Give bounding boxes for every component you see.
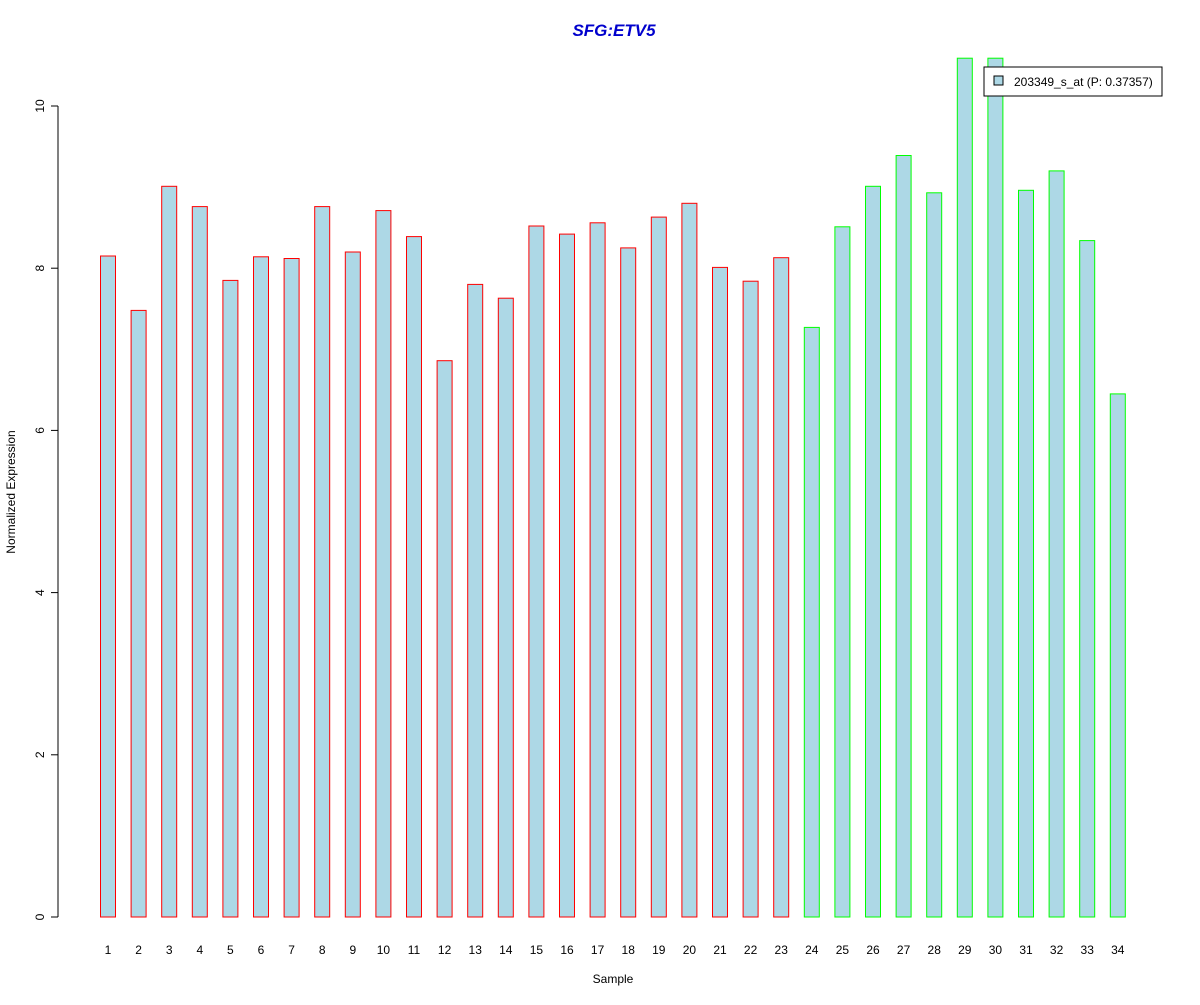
bar-sample-23 (773, 257, 790, 918)
x-tick-label: 2 (135, 943, 142, 957)
bar-sample-24 (803, 326, 820, 918)
bar-sample-18 (620, 247, 637, 918)
x-tick-label: 29 (958, 943, 972, 957)
x-tick-label: 9 (349, 943, 356, 957)
bar-sample-30 (987, 57, 1004, 918)
bar-sample-32 (1048, 170, 1065, 918)
bar-sample-6 (253, 256, 269, 918)
chart-title: SFG:ETV5 (572, 21, 656, 40)
bar-sample-9 (344, 251, 361, 918)
y-axis-title: Normalized Expression (4, 430, 18, 553)
x-tick-label: 5 (227, 943, 234, 957)
bar-sample-11 (406, 236, 422, 918)
x-tick-label: 16 (560, 943, 574, 957)
legend: 203349_s_at (P: 0.37357) (983, 66, 1163, 97)
y-tick-label: 6 (33, 427, 47, 434)
x-tick-label: 17 (591, 943, 605, 957)
bar-sample-12 (436, 360, 453, 918)
x-tick-label: 25 (836, 943, 850, 957)
bar-sample-29 (956, 57, 973, 918)
bar-sample-20 (681, 202, 698, 918)
bar-sample-2 (130, 309, 147, 918)
x-tick-label: 20 (683, 943, 697, 957)
x-tick-label: 23 (775, 943, 789, 957)
bar-sample-5 (222, 279, 239, 918)
x-tick-label: 30 (989, 943, 1003, 957)
bar-sample-34 (1109, 393, 1126, 918)
x-tick-label: 32 (1050, 943, 1064, 957)
x-tick-label: 7 (288, 943, 295, 957)
legend-label: 203349_s_at (P: 0.37357) (1014, 75, 1153, 89)
bar-sample-21 (712, 266, 728, 918)
y-tick-label: 4 (33, 589, 47, 596)
bar-sample-26 (865, 185, 881, 918)
bar-sample-13 (467, 283, 484, 918)
bar-sample-3 (161, 185, 178, 918)
x-tick-label: 19 (652, 943, 666, 957)
bar-sample-25 (834, 226, 851, 918)
bar-sample-27 (895, 155, 912, 918)
bar-sample-19 (650, 216, 667, 918)
x-tick-labels: 1 2 3 4 5 6 7 8 9 10 11 12 13 14 15 16 17 18 19 20 21 22 23 24 2… (105, 943, 1125, 957)
x-tick-label: 31 (1019, 943, 1033, 957)
bars-group (100, 57, 1126, 918)
legend-swatch (993, 75, 1004, 86)
x-tick-label: 10 (377, 943, 391, 957)
x-tick-label: 1 (105, 943, 112, 957)
x-tick-label: 33 (1081, 943, 1095, 957)
bar-sample-4 (191, 206, 208, 918)
x-tick-label: 26 (866, 943, 880, 957)
x-tick-label: 11 (408, 943, 421, 957)
bar-sample-14 (497, 297, 514, 918)
x-axis-title: Sample (593, 972, 634, 986)
x-tick-label: 21 (713, 943, 727, 957)
bar-sample-10 (375, 210, 392, 918)
x-tick-label: 15 (530, 943, 544, 957)
y-tick-label: 10 (33, 99, 47, 113)
bar-sample-7 (283, 258, 300, 918)
bar-sample-33 (1079, 240, 1096, 918)
x-tick-label: 14 (499, 943, 513, 957)
bar-sample-16 (559, 233, 575, 918)
x-tick-label: 27 (897, 943, 911, 957)
bar-sample-28 (926, 192, 943, 918)
y-axis: 0 2 4 6 8 10 (33, 99, 59, 920)
x-tick-label: 28 (928, 943, 942, 957)
y-tick-label: 2 (33, 751, 47, 758)
bar-sample-22 (742, 280, 759, 918)
x-tick-label: 3 (166, 943, 173, 957)
bar-sample-31 (1018, 189, 1034, 918)
x-tick-label: 4 (196, 943, 203, 957)
x-tick-label: 22 (744, 943, 758, 957)
legend-box (983, 66, 1163, 97)
x-tick-label: 6 (258, 943, 265, 957)
bar-sample-1 (100, 255, 116, 918)
bar-sample-15 (528, 225, 545, 918)
x-tick-label: 13 (469, 943, 483, 957)
y-tick-label: 0 (33, 913, 47, 920)
y-tick-label: 8 (33, 265, 47, 272)
bar-sample-8 (314, 206, 331, 918)
x-tick-label: 8 (319, 943, 326, 957)
x-tick-label: 18 (622, 943, 636, 957)
bar-sample-17 (589, 222, 606, 918)
x-tick-label: 12 (438, 943, 452, 957)
x-tick-label: 34 (1111, 943, 1125, 957)
x-tick-label: 24 (805, 943, 819, 957)
